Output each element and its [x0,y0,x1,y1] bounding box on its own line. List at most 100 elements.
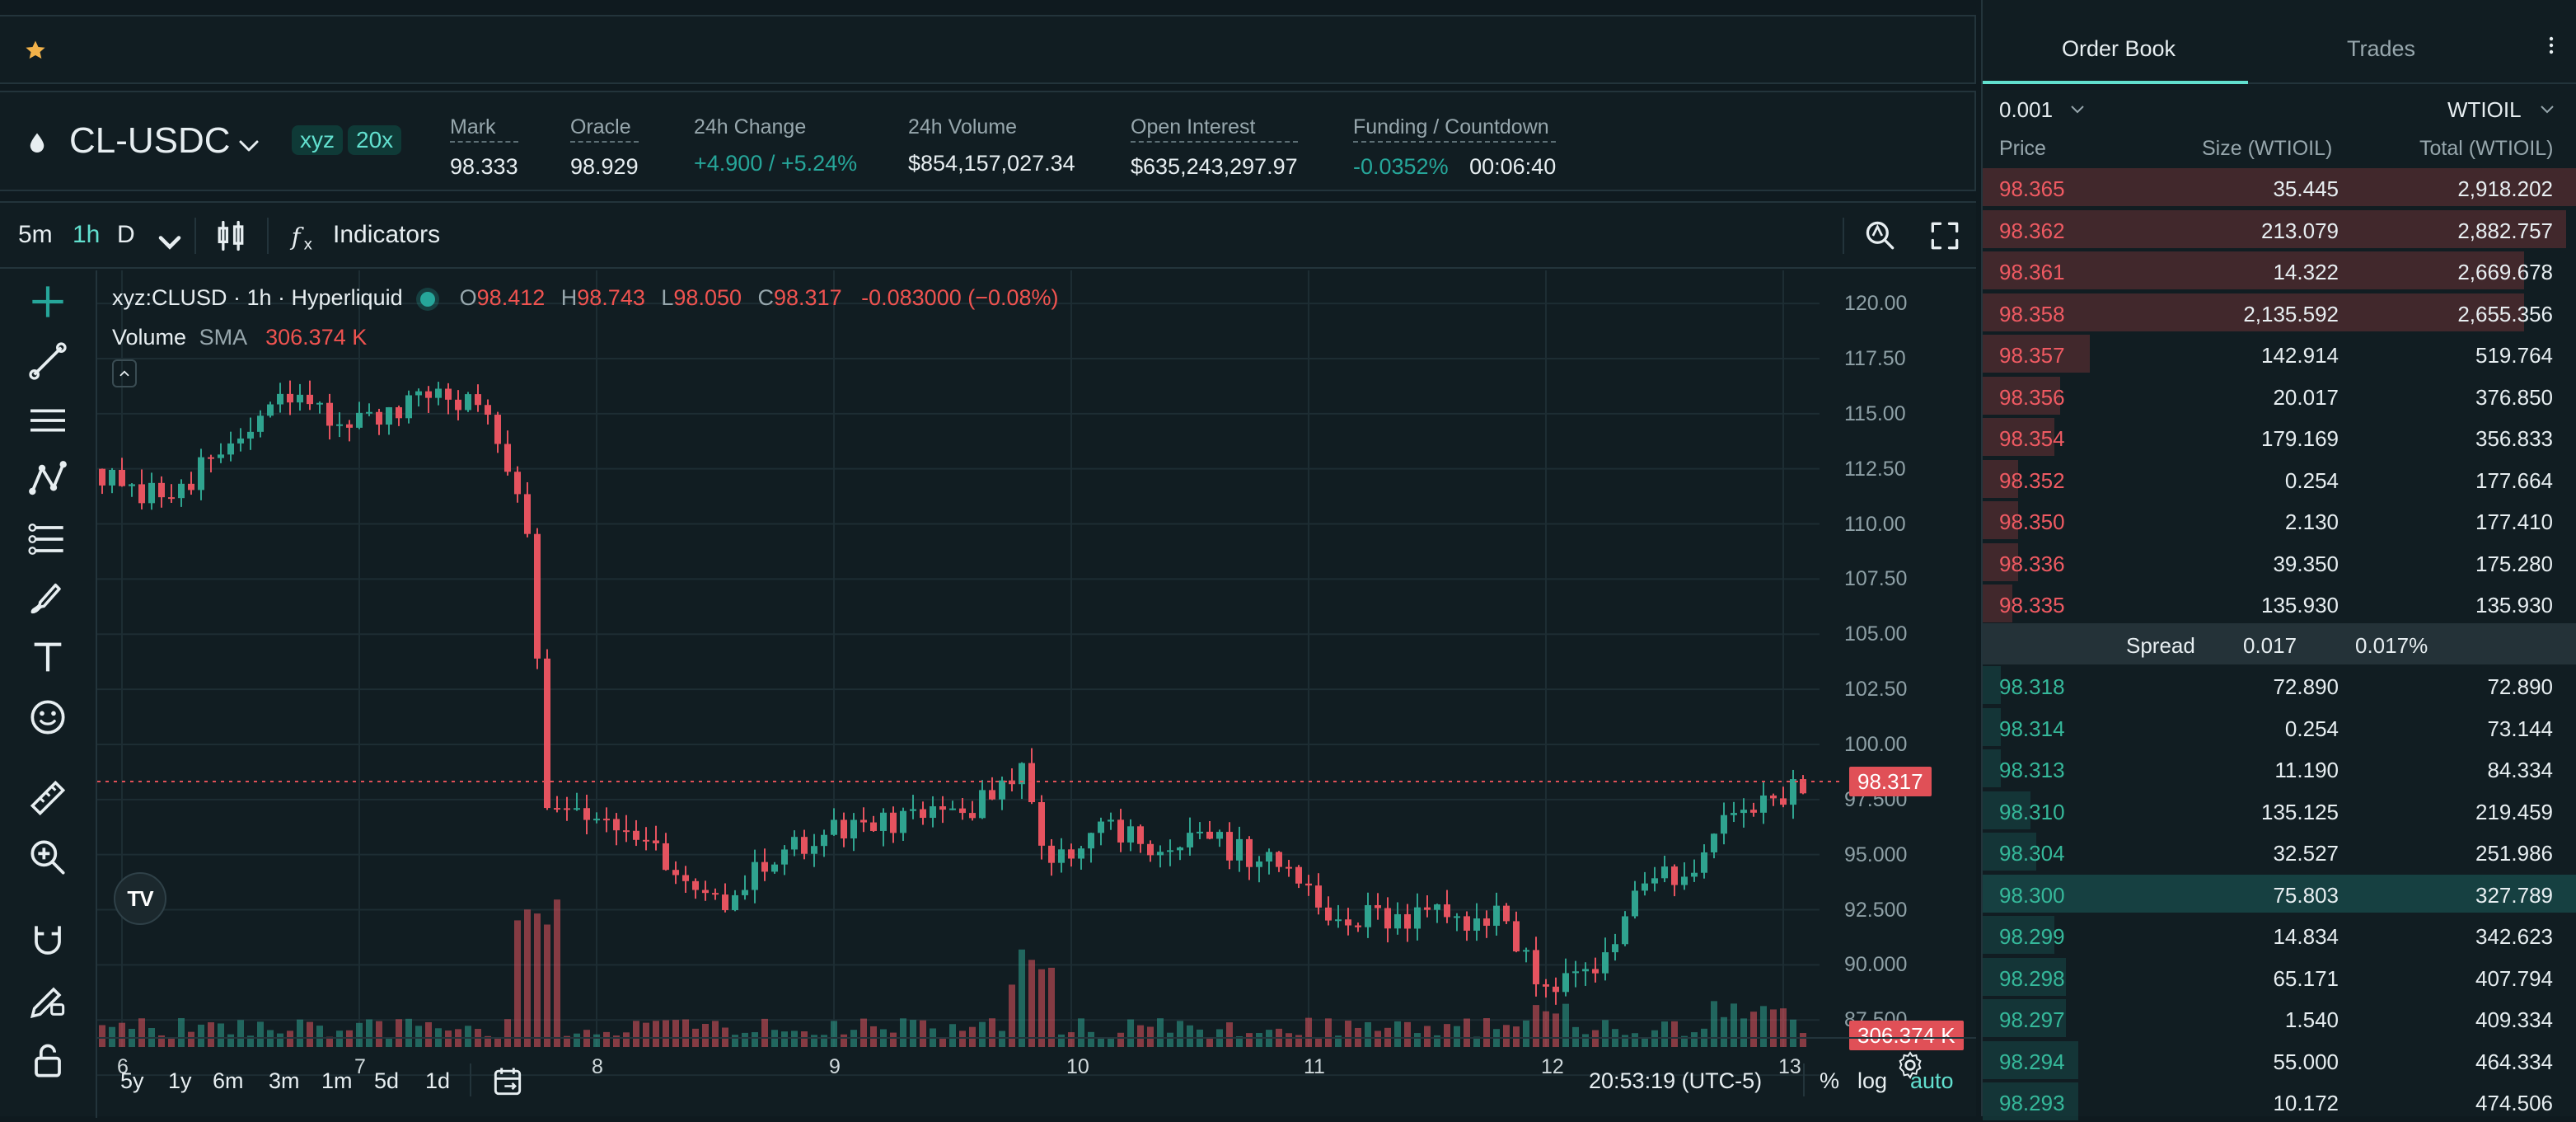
ask-row[interactable]: 98.365 35.445 2,918.202 [1983,167,2576,208]
price-chart[interactable] [97,270,1976,1118]
pattern-icon[interactable] [25,457,71,503]
candle-body [415,391,422,396]
kebab-icon[interactable] [2543,33,2560,58]
candle-body [544,658,550,809]
interval-5m[interactable]: 5m [18,221,53,248]
volume-bar [1632,1033,1638,1047]
market-symbol[interactable]: CL-USDC [69,120,231,161]
bid-row[interactable]: 98.294 55.000 464.334 [1983,1040,2576,1081]
candle-body [939,806,946,810]
range-6m[interactable]: 6m [213,1068,244,1093]
hlines-icon[interactable] [25,397,71,444]
indicators-button[interactable]: Indicators [333,221,441,248]
bid-row[interactable]: 98.318 72.890 72.890 [1983,664,2576,706]
interval-1h[interactable]: 1h [73,221,101,248]
ask-row[interactable]: 98.362 213.079 2,882.757 [1983,209,2576,250]
fib-icon[interactable] [25,516,71,562]
candle-body [257,415,264,432]
chart-toolbar: 5m 1h D f x [0,203,1976,269]
fx-icon[interactable]: f x [288,218,325,254]
candle-body [405,395,412,419]
bid-row[interactable]: 98.304 32.527 251.986 [1983,831,2576,872]
volume-bar [900,1018,906,1047]
ask-row[interactable]: 98.361 14.322 2,669.678 [1983,250,2576,291]
volume-bar [168,1038,175,1047]
candle-body [485,405,491,415]
zoom-in-icon[interactable] [25,834,71,880]
unit-select[interactable]: WTIOIL [2447,97,2522,122]
magnet-icon[interactable] [25,918,71,965]
ask-row[interactable]: 98.358 2,135.592 2,655.356 [1983,292,2576,333]
chip-leverage[interactable]: 20x [348,125,402,155]
divider [470,1063,471,1096]
depth-bar [1983,791,2030,829]
candle-body [732,894,738,911]
ask-row[interactable]: 98.352 0.254 177.664 [1983,458,2576,500]
range-5y[interactable]: 5y [120,1068,144,1093]
bid-row[interactable]: 98.310 135.125 219.459 [1983,790,2576,831]
candle-body [1117,819,1124,843]
ask-row[interactable]: 98.350 2.130 177.410 [1983,500,2576,541]
ask-row[interactable]: 98.357 142.914 519.764 [1983,333,2576,374]
emoji-icon[interactable] [25,694,71,740]
bid-row[interactable]: 98.314 0.254 73.144 [1983,707,2576,748]
bid-row[interactable]: 98.293 10.172 474.506 [1983,1081,2576,1122]
volume-bar [1375,1030,1381,1047]
text-icon[interactable] [25,635,71,681]
ruler-icon[interactable] [25,775,71,821]
range-1y[interactable]: 1y [168,1068,192,1093]
price-axis-label: 90.000 [1844,953,1908,977]
toggle-auto[interactable]: auto [1910,1068,1954,1093]
legend-collapse-button[interactable] [112,359,137,387]
volume-bar [910,1020,916,1047]
bid-row[interactable]: 98.313 11.190 84.334 [1983,748,2576,789]
ask-row[interactable]: 98.356 20.017 376.850 [1983,375,2576,416]
volume-bar [1256,1032,1262,1047]
interval-d[interactable]: D [117,221,135,248]
trendline-icon[interactable] [25,338,71,384]
tab-trades[interactable]: Trades [2347,36,2416,61]
size: 35.445 [2273,176,2339,201]
ask-row[interactable]: 98.335 135.930 135.930 [1983,583,2576,624]
range-3m[interactable]: 3m [269,1068,300,1093]
crosshair-icon[interactable] [25,279,71,325]
total: 177.410 [2475,509,2553,534]
lock-icon[interactable] [25,1037,71,1083]
tick-size-select[interactable]: 0.001 [1999,97,2054,122]
bid-row[interactable]: 98.297 1.540 409.334 [1983,998,2576,1039]
fullscreen-icon[interactable] [1927,218,1963,254]
chevron-down-icon[interactable] [237,137,260,153]
candle-body [1691,872,1698,877]
star-icon[interactable] [23,38,48,63]
toggle-log[interactable]: log [1857,1068,1888,1093]
search-zoom-icon[interactable] [1862,218,1899,254]
chevron-down-icon[interactable] [2070,104,2085,114]
tab-order-book[interactable]: Order Book [2062,36,2176,61]
settings-icon[interactable] [1894,1049,1927,1082]
bid-row[interactable]: 98.299 14.834 342.623 [1983,914,2576,955]
candles-icon[interactable] [213,218,249,254]
candle-body [316,402,323,405]
pencil-lock-icon[interactable] [25,978,71,1024]
volume-bar [1137,1025,1144,1047]
chevron-down-icon[interactable] [152,224,181,250]
bid-row[interactable]: 98.300 75.803 327.789 [1983,873,2576,914]
range-1m[interactable]: 1m [321,1068,353,1093]
candle-body [1206,831,1213,839]
volume-bar [504,1019,511,1047]
brush-icon[interactable] [25,575,71,622]
tradingview-logo[interactable]: TV [114,872,166,925]
candle-body [1028,763,1035,803]
ask-row[interactable]: 98.354 179.169 356.833 [1983,416,2576,458]
range-1d[interactable]: 1d [425,1068,451,1093]
depth-bar [1983,707,2001,746]
orderbook-controls: 0.001 WTIOIL [1983,86,2576,134]
toggle-percent[interactable]: % [1820,1068,1840,1093]
price: 98.304 [1999,841,2065,866]
range-5d[interactable]: 5d [374,1068,400,1093]
bid-row[interactable]: 98.298 65.171 407.794 [1983,956,2576,998]
calendar-icon[interactable] [489,1063,522,1096]
ask-row[interactable]: 98.336 39.350 175.280 [1983,542,2576,583]
chart-plot[interactable]: xyz:CLUSD · 1h · Hyperliquid O98.412 H98… [97,270,1976,1118]
chevron-down-icon[interactable] [2540,104,2555,114]
